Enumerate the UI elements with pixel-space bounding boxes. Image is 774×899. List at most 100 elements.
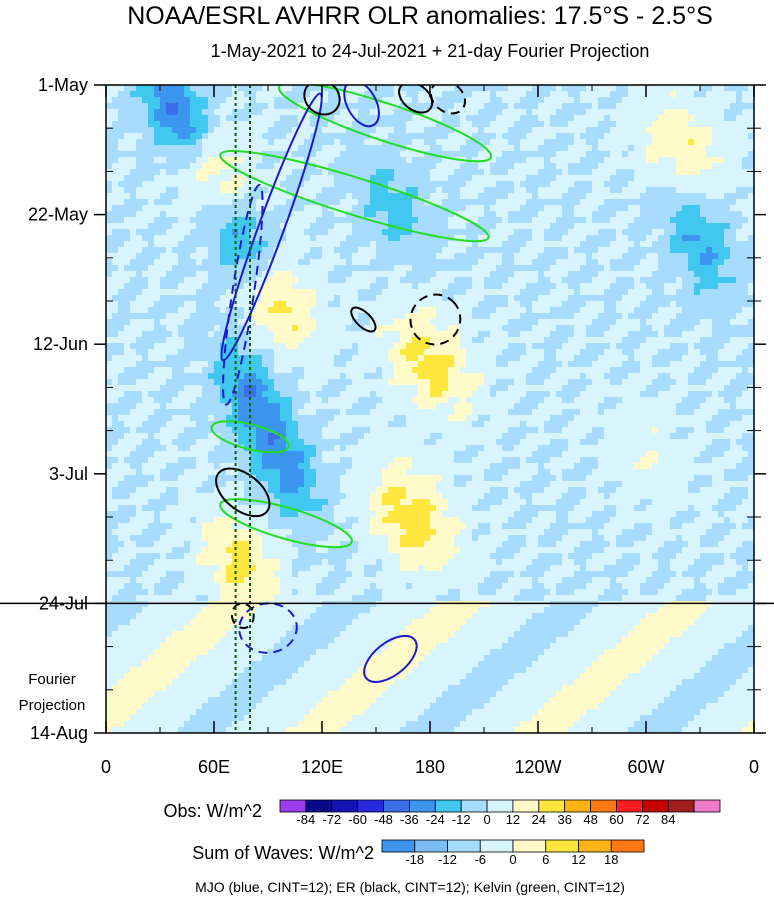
- field-cell: [196, 205, 203, 212]
- field-cell: [196, 349, 203, 356]
- field-cell: [466, 145, 473, 152]
- field-cell: [226, 91, 233, 98]
- field-cell: [130, 205, 137, 212]
- field-cell: [574, 271, 581, 278]
- field-cell: [124, 241, 131, 248]
- field-cell: [682, 181, 689, 188]
- field-cell: [424, 235, 431, 242]
- field-cell: [562, 241, 569, 248]
- field-cell: [472, 301, 479, 308]
- field-cell: [298, 115, 305, 122]
- field-cell: [430, 223, 437, 230]
- field-cell: [154, 169, 161, 176]
- field-cell: [652, 301, 659, 308]
- field-cell: [142, 301, 149, 308]
- field-cell: [730, 271, 737, 278]
- field-cell: [574, 313, 581, 320]
- field-cell: [208, 259, 215, 266]
- field-cell: [490, 205, 497, 212]
- field-cell: [178, 319, 185, 326]
- field-cell: [460, 253, 467, 260]
- field-cell: [418, 115, 425, 122]
- field-cell: [394, 277, 401, 284]
- field-cell: [676, 127, 683, 134]
- field-cell: [232, 151, 239, 158]
- field-cell: [310, 343, 317, 350]
- field-cell: [724, 289, 731, 296]
- field-cell: [340, 115, 347, 122]
- field-cell: [718, 319, 725, 326]
- field-cell: [664, 247, 671, 254]
- field-cell: [412, 271, 419, 278]
- field-cell: [232, 127, 239, 134]
- field-cell: [544, 103, 551, 110]
- field-cell: [388, 259, 395, 266]
- field-cell: [466, 193, 473, 200]
- field-cell: [478, 187, 485, 194]
- field-cell: [412, 97, 419, 104]
- field-cell: [640, 193, 647, 200]
- field-cell: [310, 301, 317, 308]
- field-cell: [214, 361, 221, 368]
- field-cell: [298, 157, 305, 164]
- field-cell: [586, 307, 593, 314]
- field-cell: [634, 193, 641, 200]
- field-cell: [568, 181, 575, 188]
- field-cell: [490, 235, 497, 242]
- field-cell: [478, 337, 485, 344]
- field-cell: [508, 301, 515, 308]
- field-cell: [298, 343, 305, 350]
- field-cell: [700, 331, 707, 338]
- field-cell: [262, 217, 269, 224]
- field-cell: [592, 181, 599, 188]
- field-cell: [172, 175, 179, 182]
- field-cell: [364, 265, 371, 272]
- field-cell: [130, 145, 137, 152]
- field-cell: [298, 355, 305, 362]
- field-cell: [418, 349, 425, 356]
- field-cell: [328, 175, 335, 182]
- field-cell: [694, 145, 701, 152]
- field-cell: [238, 295, 245, 302]
- field-cell: [736, 145, 743, 152]
- field-cell: [148, 187, 155, 194]
- field-cell: [352, 121, 359, 128]
- field-cell: [382, 343, 389, 350]
- field-cell: [466, 211, 473, 218]
- field-cell: [358, 355, 365, 362]
- field-cell: [646, 265, 653, 272]
- field-cell: [544, 337, 551, 344]
- field-cell: [208, 355, 215, 362]
- field-cell: [280, 295, 287, 302]
- field-cell: [346, 115, 353, 122]
- field-cell: [520, 193, 527, 200]
- field-cell: [730, 85, 737, 92]
- field-cell: [718, 223, 725, 230]
- field-cell: [304, 187, 311, 194]
- field-cell: [712, 133, 719, 140]
- field-cell: [724, 313, 731, 320]
- field-cell: [160, 169, 167, 176]
- field-cell: [358, 241, 365, 248]
- field-cell: [664, 151, 671, 158]
- field-cell: [526, 127, 533, 134]
- field-cell: [544, 313, 551, 320]
- field-cell: [694, 349, 701, 356]
- field-cell: [274, 223, 281, 230]
- field-cell: [382, 229, 389, 236]
- field-cell: [562, 97, 569, 104]
- field-cell: [436, 127, 443, 134]
- field-cell: [148, 121, 155, 128]
- field-cell: [310, 253, 317, 260]
- field-cell: [670, 241, 677, 248]
- field-cell: [448, 229, 455, 236]
- field-cell: [352, 295, 359, 302]
- field-cell: [670, 205, 677, 212]
- field-cell: [124, 91, 131, 98]
- field-cell: [634, 259, 641, 266]
- field-cell: [226, 85, 233, 92]
- field-cell: [748, 163, 754, 170]
- field-cell: [274, 259, 281, 266]
- field-cell: [688, 193, 695, 200]
- field-cell: [724, 349, 731, 356]
